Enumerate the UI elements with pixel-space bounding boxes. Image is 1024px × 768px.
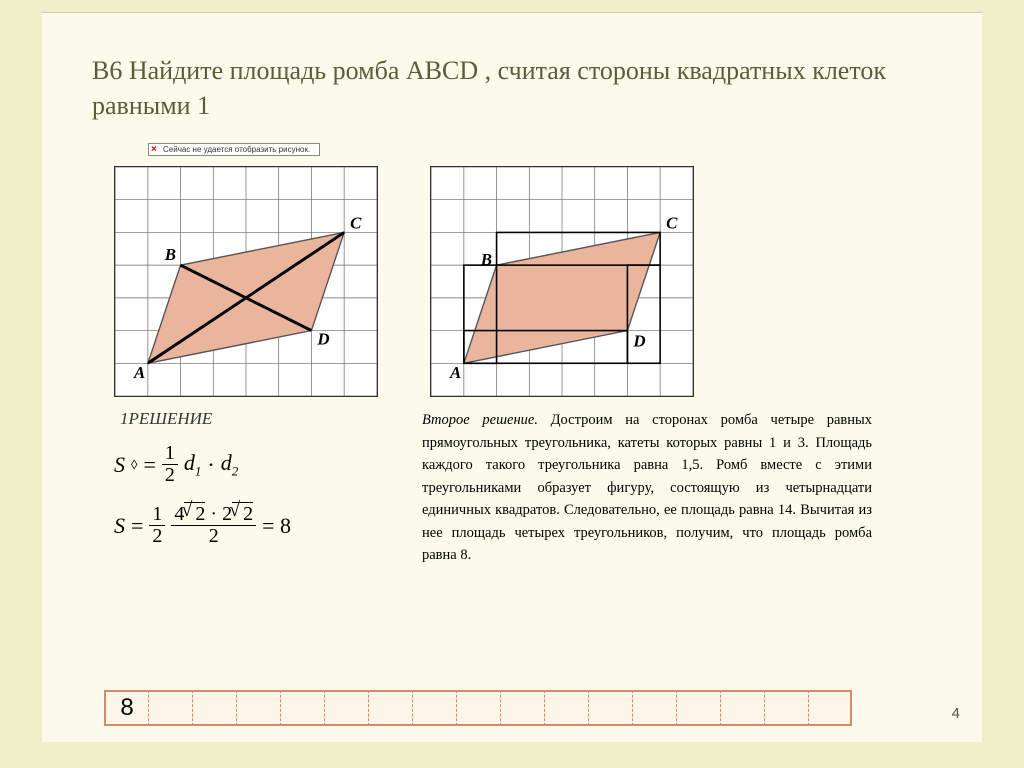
sym-S2: S	[114, 513, 125, 539]
answer-box	[588, 690, 632, 726]
sqrt-icon: 2	[184, 502, 205, 525]
answer-box	[632, 690, 676, 726]
svg-text:C: C	[666, 214, 678, 233]
answer-box	[544, 690, 588, 726]
sym-S-sub: ◊	[131, 457, 137, 473]
sym-eq2: =	[131, 513, 143, 539]
sym-dot: ·	[207, 452, 214, 478]
answer-box	[500, 690, 544, 726]
answer-box	[720, 690, 764, 726]
answer-box	[324, 690, 368, 726]
frac-half: 1 2	[162, 443, 178, 486]
formula-area-diagonals: S ◊ = 1 2 d1 · d2	[114, 443, 422, 486]
solution-1: 1РЕШЕНИЕ S ◊ = 1 2 d1 · d2 S	[42, 409, 422, 566]
svg-text:A: A	[133, 363, 145, 382]
answer-box	[148, 690, 192, 726]
answer-boxes: 8	[104, 690, 852, 726]
answer-box	[280, 690, 324, 726]
answer-box	[368, 690, 412, 726]
svg-text:B: B	[164, 245, 176, 264]
solutions-row: 1РЕШЕНИЕ S ◊ = 1 2 d1 · d2 S	[42, 409, 982, 566]
svg-text:D: D	[316, 330, 329, 349]
answer-box	[808, 690, 852, 726]
svg-text:D: D	[632, 332, 645, 351]
sym-S: S	[114, 452, 125, 478]
frac-roots: 42 · 22 2	[171, 504, 256, 547]
slide: В6 Найдите площадь ромба ABCD , считая с…	[42, 12, 982, 742]
svg-text:C: C	[350, 214, 362, 233]
figure-2-rhombus-boxes: A B C D	[430, 166, 694, 397]
sym-result: = 8	[262, 513, 291, 539]
sym-eq: =	[143, 452, 155, 478]
solution-1-label: 1РЕШЕНИЕ	[120, 409, 422, 429]
solution-2-lead: Второе решение.	[422, 412, 538, 428]
image-error-banner: Сейчас не удается отобразить рисунок.	[148, 143, 320, 156]
svg-text:B: B	[480, 250, 492, 269]
formula-computation: S = 1 2 42 · 22 2 = 8	[114, 504, 422, 547]
answer-box	[764, 690, 808, 726]
answer-box	[192, 690, 236, 726]
answer-box	[676, 690, 720, 726]
sym-d1: d1	[184, 450, 202, 479]
answer-box	[456, 690, 500, 726]
problem-title: В6 Найдите площадь ромба ABCD , считая с…	[42, 13, 982, 143]
answer-box	[412, 690, 456, 726]
answer-box	[236, 690, 280, 726]
solution-2-text: Второе решение. Достроим на сторонах ром…	[422, 409, 892, 566]
answer-box: 8	[104, 690, 148, 726]
sym-d2: d2	[221, 450, 239, 479]
figure-1-rhombus-diagonals: A B C D	[114, 166, 378, 397]
page-number: 4	[952, 705, 960, 722]
solution-2-body: Достроим на сторонах ромба четыре равных…	[422, 412, 872, 563]
figures-row: A B C D A B C D	[114, 166, 982, 397]
sqrt-icon: 2	[232, 502, 253, 525]
frac-half-2: 1 2	[149, 504, 165, 547]
svg-text:A: A	[449, 363, 461, 382]
